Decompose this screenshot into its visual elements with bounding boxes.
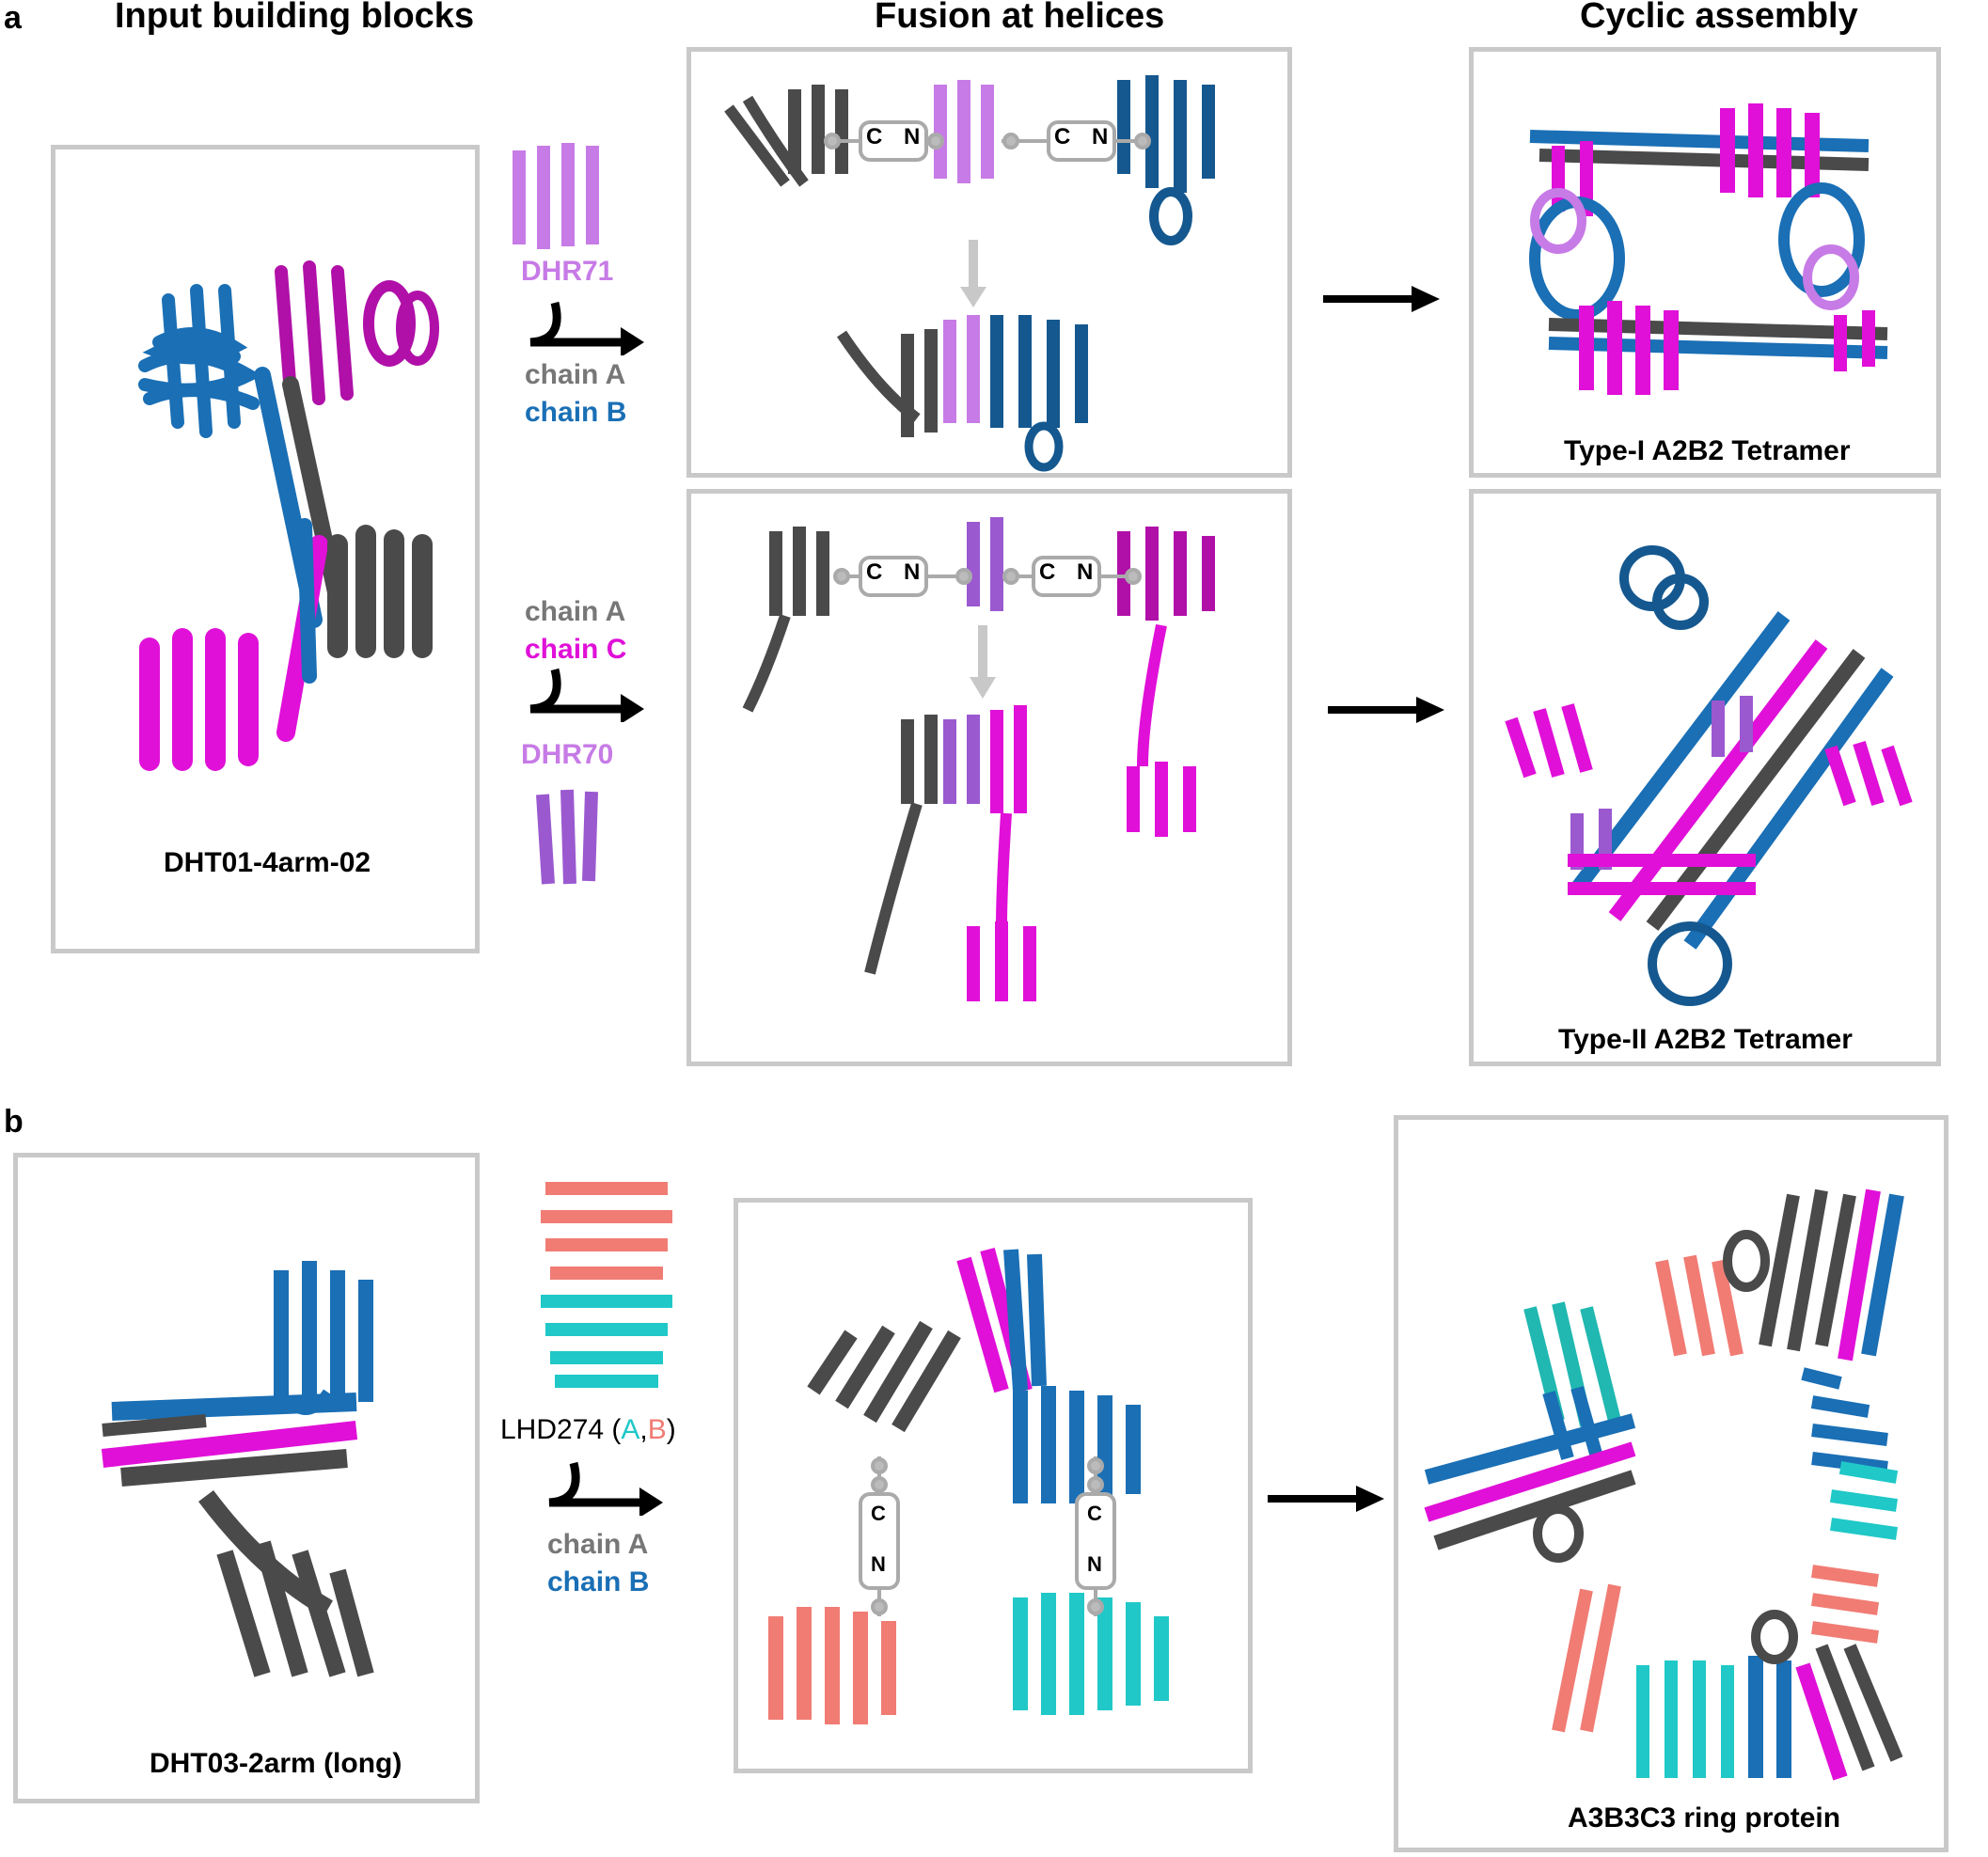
chain-a-label-b: chain A [547, 1529, 649, 1560]
fusion-box-row1: C N C N [686, 47, 1292, 478]
type-i-tetramer-structure [1529, 103, 1888, 395]
lhd274-a: A [621, 1414, 640, 1445]
lhd274-sep: , [639, 1414, 648, 1445]
panel-letter-b: b [4, 1104, 24, 1140]
header-fusion-at-helices: Fusion at helices [875, 0, 1165, 36]
dhr70-label: DHR70 [521, 739, 614, 770]
dht03-2arm-structure [101, 1261, 374, 1677]
dhr71-label: DHR71 [521, 256, 614, 287]
dhr70-structure [536, 789, 598, 885]
a3b3c3-ring-structure [1424, 1188, 1904, 1781]
type-ii-tetramer-structure [1505, 545, 1913, 1006]
lhd274-label: LHD274 (A,B) [500, 1414, 676, 1446]
dhr71-structure [513, 143, 599, 249]
lhd274-prefix: LHD274 ( [500, 1414, 622, 1445]
assembly-arrow-row2 [1328, 697, 1444, 723]
connector-c-row2-1: C [866, 559, 883, 585]
input-structure-box-b: DHT03-2arm (long) [13, 1153, 480, 1803]
fusion-row2-structure [742, 517, 1215, 1001]
connector-n-row1-2: N [1092, 124, 1109, 150]
fusion-row1-structure [724, 75, 1215, 472]
chain-a-label-row2: chain A [525, 596, 626, 627]
connector-n-b-2: N [1087, 1552, 1102, 1576]
header-input-building-blocks: Input building blocks [115, 0, 475, 36]
type-i-caption: Type-I A2B2 Tetramer [1564, 435, 1851, 466]
fusion-box-row2: C N C N [686, 489, 1292, 1066]
input-structure-box-a: DHT01-4arm-02 [51, 145, 480, 953]
assembly-box-row1: Type-I A2B2 Tetramer [1469, 47, 1941, 478]
assembly-box-b: A3B3C3 ring protein [1394, 1115, 1949, 1852]
assembly-arrow-row1 [1323, 286, 1440, 312]
chain-b-label-row1: chain B [525, 397, 627, 428]
lhd274-suffix: ) [666, 1414, 676, 1445]
assembly-box-row2: Type-II A2B2 Tetramer [1469, 489, 1941, 1066]
merge-arrow-row2 [529, 668, 644, 722]
chain-a-label-row1: chain A [525, 359, 626, 390]
merge-arrow-row1 [529, 301, 644, 355]
connector-c-row2-2: C [1039, 559, 1056, 585]
lhd274-structure [541, 1182, 672, 1388]
type-ii-caption: Type-II A2B2 Tetramer [1558, 1024, 1853, 1055]
input-caption-b: DHT03-2arm (long) [150, 1748, 402, 1779]
connector-c-b-1: C [871, 1502, 886, 1525]
connector-c-b-2: C [1087, 1502, 1102, 1525]
fusion-b-structure [768, 1247, 1169, 1724]
dht01-4arm-02-structure [138, 260, 439, 771]
fusion-box-b: C N C N [734, 1198, 1253, 1773]
input-caption-a: DHT01-4arm-02 [164, 847, 371, 878]
merge-arrow-b [548, 1461, 663, 1516]
assembly-arrow-b [1268, 1486, 1384, 1512]
connector-n-row2-2: N [1077, 559, 1094, 585]
lhd274-b: B [647, 1414, 667, 1445]
header-cyclic-assembly: Cyclic assembly [1580, 0, 1858, 36]
connector-c-row1-2: C [1054, 124, 1071, 150]
a3b3c3-caption: A3B3C3 ring protein [1568, 1802, 1841, 1833]
connector-n-b-1: N [871, 1552, 886, 1576]
connector-n-row2-1: N [904, 559, 921, 585]
chain-b-label-b: chain B [547, 1566, 650, 1597]
connector-c-row1-1: C [866, 124, 883, 150]
connector-n-row1-1: N [904, 124, 921, 150]
chain-c-label-row2: chain C [525, 634, 627, 665]
panel-letter-a: a [4, 0, 22, 36]
